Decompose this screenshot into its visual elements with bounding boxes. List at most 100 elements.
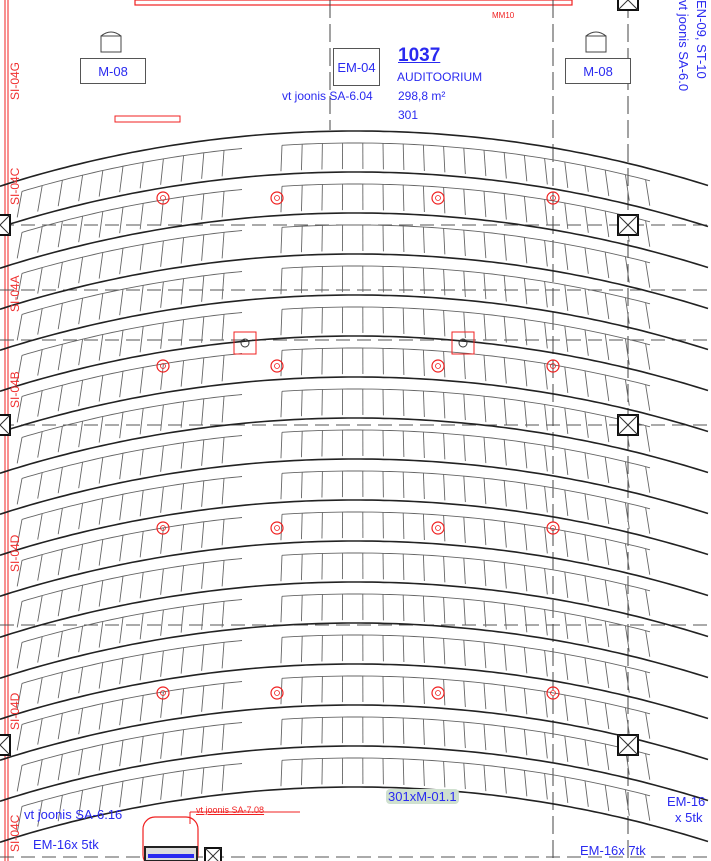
seat-divider [624, 707, 630, 734]
sprinkler-icon [274, 525, 280, 531]
seat-divider [503, 603, 507, 630]
seat-divider [463, 558, 466, 585]
seat-divider [300, 431, 303, 458]
seat-divider [584, 247, 589, 274]
seat-divider [180, 606, 185, 633]
seat-divider [160, 732, 164, 759]
tier-step-line [0, 212, 709, 269]
seat-row-edge [281, 470, 651, 510]
seat-divider [180, 483, 185, 510]
seat-divider [483, 314, 487, 341]
seat-divider [160, 445, 164, 472]
seat-divider [300, 513, 303, 540]
seat-divider [280, 637, 283, 664]
equipment-label: M-08 [583, 63, 613, 79]
seat-divider [523, 565, 528, 592]
seat-divider [443, 474, 446, 501]
tier-step-line [0, 540, 709, 597]
seat-divider [139, 695, 144, 722]
seat-divider [16, 191, 23, 218]
seat-divider [503, 193, 507, 220]
seat-divider [443, 761, 446, 788]
sprinkler-icon [274, 195, 280, 201]
sprinkler-icon [550, 363, 556, 369]
seat-row-edge [281, 429, 651, 469]
seat-divider [57, 795, 63, 822]
seat-divider [422, 759, 425, 787]
seat-divider [160, 609, 164, 636]
detector-icon [458, 338, 468, 348]
seat-divider [98, 170, 104, 197]
seat-divider [119, 248, 124, 275]
seat-divider [78, 380, 84, 407]
seat-divider [402, 553, 405, 581]
equipment-label: M-08 [98, 63, 128, 79]
seat-divider [422, 390, 425, 418]
seat-row-edge [21, 271, 243, 315]
seat-divider [16, 642, 23, 669]
tier-step-line [0, 581, 709, 638]
column-x-icon [617, 214, 639, 236]
equipment-m08-right: M-08 [565, 58, 631, 84]
seat-divider [221, 273, 225, 300]
seat-divider [280, 678, 283, 705]
seat-divider [604, 334, 610, 361]
seat-divider [16, 232, 23, 259]
pot-icon [585, 31, 607, 37]
seat-divider [402, 676, 405, 704]
seat-divider [37, 226, 43, 253]
seat-divider [645, 384, 651, 411]
seat-divider [604, 170, 610, 197]
seat-divider [443, 146, 446, 173]
seat-divider [584, 780, 589, 807]
seat-divider [564, 735, 569, 763]
seat-divider [139, 736, 144, 763]
tier-step-line [0, 622, 709, 679]
column-x-icon [0, 424, 11, 436]
seat-divider [160, 486, 164, 513]
seat-divider [57, 508, 63, 535]
seat-divider [280, 473, 283, 500]
seat-divider [483, 560, 487, 587]
seat-divider [523, 196, 528, 223]
seat-divider [280, 186, 283, 213]
seat-divider [422, 636, 425, 664]
seat-divider [180, 524, 185, 551]
seat-divider [402, 389, 405, 417]
seat-divider [98, 498, 104, 525]
seat-divider [564, 284, 569, 312]
seat-row-edge [281, 388, 651, 428]
seat-divider [78, 216, 84, 243]
sprinkler-icon [156, 686, 170, 700]
seat-divider [544, 568, 548, 595]
seat-divider [16, 806, 23, 833]
seat-row-edge [281, 183, 651, 223]
seat-divider [544, 650, 548, 677]
seat-divider [443, 392, 446, 419]
seat-divider [139, 203, 144, 230]
seat-row-edge [21, 681, 243, 725]
seat-divider [139, 531, 144, 558]
seat-divider [645, 589, 651, 616]
red-dimension-marker [114, 115, 181, 123]
seat-divider [119, 617, 124, 644]
seat-type-tag: 301xM-01.1 [386, 789, 459, 804]
seat-divider [139, 244, 144, 271]
sprinkler-icon [550, 525, 556, 531]
seat-divider [180, 401, 185, 428]
seat-divider [443, 720, 446, 747]
seat-divider [280, 309, 283, 336]
seat-divider [422, 267, 425, 295]
seat-divider [98, 334, 104, 361]
seat-divider [180, 729, 185, 756]
seat-divider [463, 476, 466, 503]
wall-label: SI-04G [8, 61, 22, 100]
seat-divider [300, 226, 303, 253]
seat-divider [604, 252, 610, 279]
seat-divider [624, 461, 630, 488]
seat-divider [624, 174, 630, 201]
seat-divider [624, 543, 630, 570]
seat-divider [523, 155, 528, 182]
column-x-icon [0, 734, 11, 746]
seat-divider [584, 452, 589, 479]
